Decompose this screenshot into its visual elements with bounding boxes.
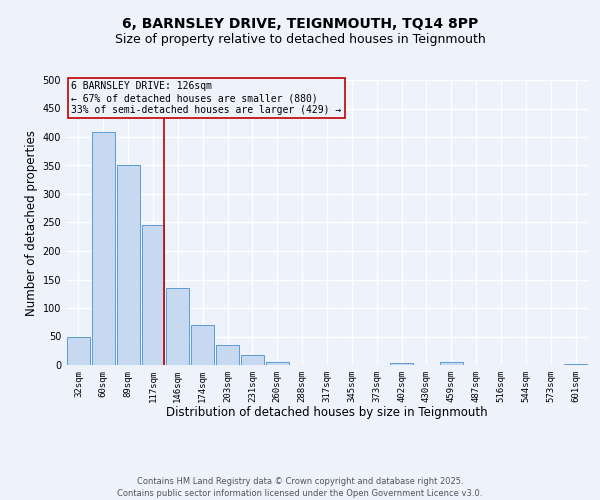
Bar (142, 226, 164, 365)
Bar (241, 354, 264, 365)
Y-axis label: Number of detached properties: Number of detached properties (25, 130, 38, 316)
Bar (117, 166, 140, 365)
Bar (564, 364, 587, 365)
Bar (166, 288, 189, 365)
Text: 6 BARNSLEY DRIVE: 126sqm
← 67% of detached houses are smaller (880)
33% of semi-: 6 BARNSLEY DRIVE: 126sqm ← 67% of detach… (71, 82, 341, 114)
Text: 6, BARNSLEY DRIVE, TEIGNMOUTH, TQ14 8PP: 6, BARNSLEY DRIVE, TEIGNMOUTH, TQ14 8PP (122, 18, 478, 32)
Bar (440, 362, 463, 365)
X-axis label: Distribution of detached houses by size in Teignmouth: Distribution of detached houses by size … (166, 406, 488, 420)
Bar (92, 132, 115, 365)
Text: Contains HM Land Registry data © Crown copyright and database right 2025.
Contai: Contains HM Land Registry data © Crown c… (118, 476, 482, 498)
Text: Size of property relative to detached houses in Teignmouth: Size of property relative to detached ho… (115, 32, 485, 46)
Bar (390, 364, 413, 365)
Bar (191, 325, 214, 365)
Bar (67, 336, 90, 365)
Bar (216, 345, 239, 365)
Bar (266, 362, 289, 365)
